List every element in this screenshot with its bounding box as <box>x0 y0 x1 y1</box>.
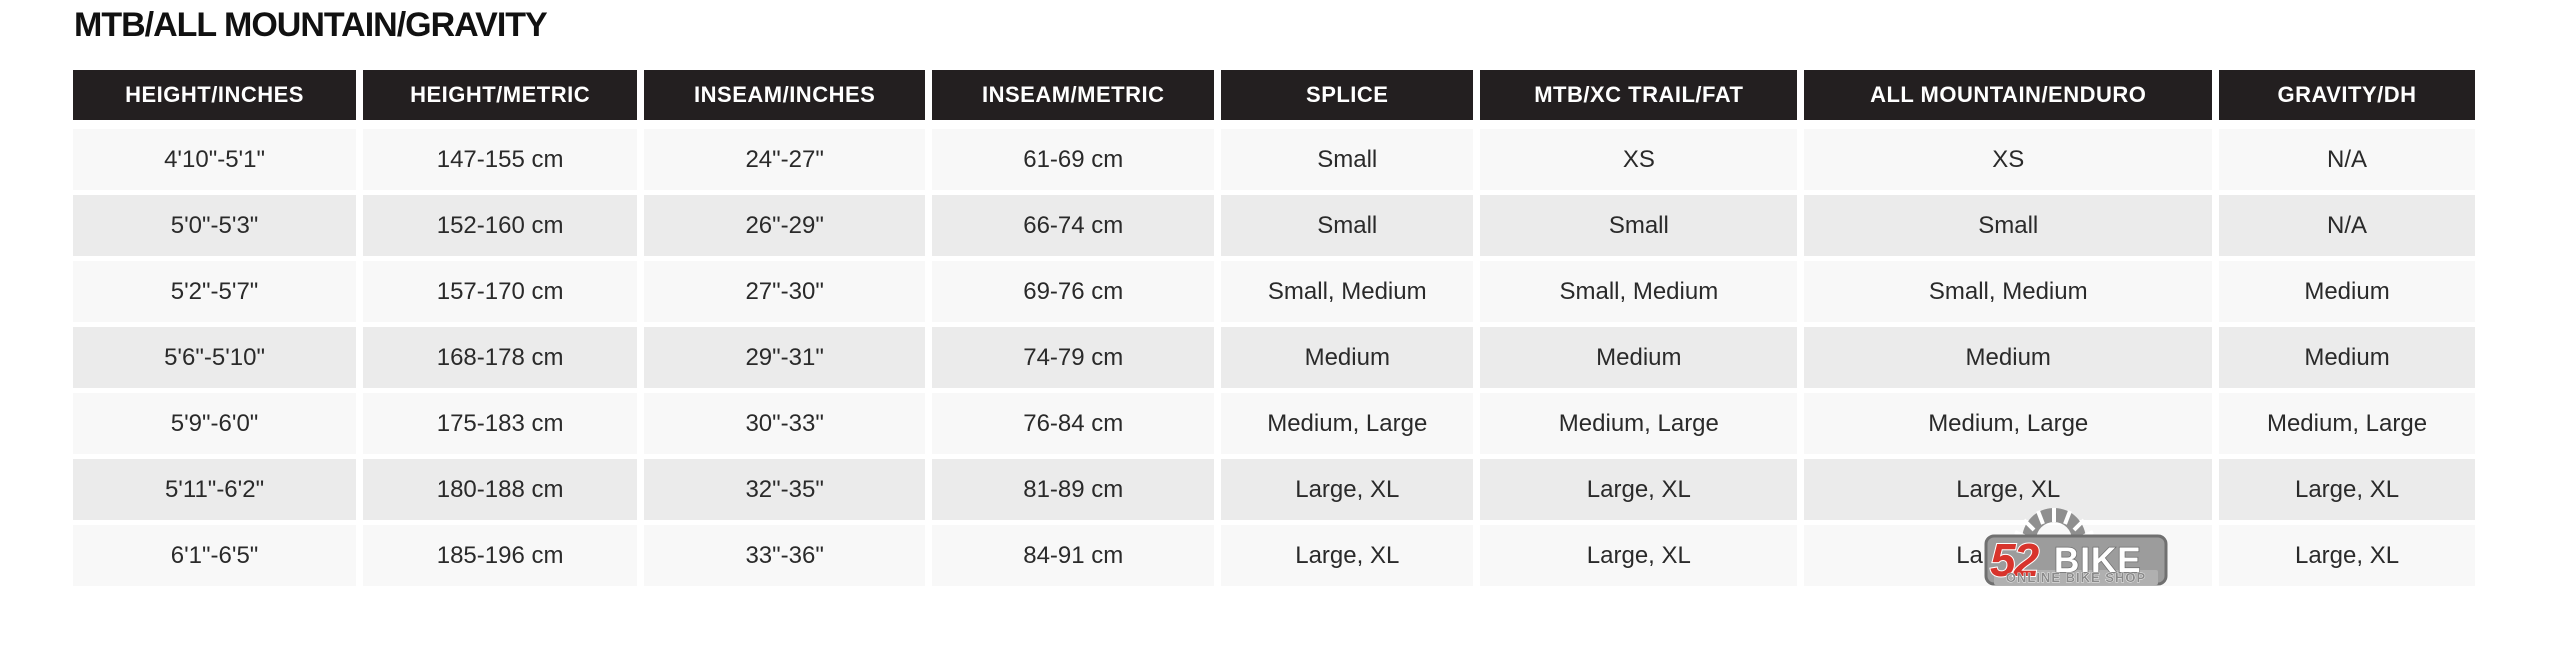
logo-tagline: ONLINE BIKE SHOP <box>2006 570 2146 585</box>
table-cell: Small <box>1221 195 1474 256</box>
table-cell: Medium, Large <box>2219 393 2475 454</box>
table-cell: Small <box>1221 129 1474 190</box>
table-cell: 5'6"-5'10" <box>73 327 357 388</box>
column-header: INSEAM/INCHES <box>644 70 926 120</box>
table-cell: XS <box>1804 129 2213 190</box>
table-cell: 84-91 cm <box>932 525 1215 586</box>
table-cell: 32"-35" <box>644 459 926 520</box>
table-cell: Small, Medium <box>1480 261 1798 322</box>
column-header: MTB/XC TRAIL/FAT <box>1480 70 1798 120</box>
table-cell: 69-76 cm <box>932 261 1215 322</box>
table-cell: Small <box>1804 195 2213 256</box>
table-cell: Small, Medium <box>1804 261 2213 322</box>
size-table-header-row: HEIGHT/INCHES HEIGHT/METRIC INSEAM/INCHES I… <box>73 70 2475 120</box>
table-cell: 61-69 cm <box>932 129 1215 190</box>
column-header: HEIGHT/INCHES <box>73 70 357 120</box>
size-table-body: 4'10"-5'1" 147-155 cm 24"-27" 61-69 cm Small… <box>73 129 2475 586</box>
table-cell: XS <box>1480 129 1798 190</box>
table-cell: Small <box>1480 195 1798 256</box>
table-cell: 175-183 cm <box>363 393 638 454</box>
table-cell: 4'10"-5'1" <box>73 129 357 190</box>
column-header: SPLICE <box>1221 70 1474 120</box>
table-cell: 33"-36" <box>644 525 926 586</box>
table-cell: Medium <box>1480 327 1798 388</box>
logo-name: BIKE <box>2054 541 2142 580</box>
table-cell: Medium <box>1221 327 1474 388</box>
column-header: ALL MOUNTAIN/ENDURO <box>1804 70 2213 120</box>
table-cell: 5'11"-6'2" <box>73 459 357 520</box>
table-cell: N/A <box>2219 195 2475 256</box>
table-cell: 6'1"-6'5" <box>73 525 357 586</box>
logo-number: 52 <box>1990 534 2040 586</box>
table-cell: 27"-30" <box>644 261 926 322</box>
table-cell: 5'0"-5'3" <box>73 195 357 256</box>
table-cell: 24"-27" <box>644 129 926 190</box>
table-cell: 81-89 cm <box>932 459 1215 520</box>
table-cell: 185-196 cm <box>363 525 638 586</box>
table-cell: 74-79 cm <box>932 327 1215 388</box>
table-cell: Medium, Large <box>1480 393 1798 454</box>
column-header: INSEAM/METRIC <box>932 70 1215 120</box>
table-cell: 30"-33" <box>644 393 926 454</box>
table-cell: 147-155 cm <box>363 129 638 190</box>
table-cell: Medium <box>2219 261 2475 322</box>
table-cell: Medium, Large <box>1221 393 1474 454</box>
page-title: MTB/ALL MOUNTAIN/GRAVITY <box>74 6 548 44</box>
table-cell: 5'2"-5'7" <box>73 261 357 322</box>
table-cell: Large, XL <box>1480 525 1798 586</box>
table-cell: 168-178 cm <box>363 327 638 388</box>
column-header: GRAVITY/DH <box>2219 70 2475 120</box>
table-cell: 5'9"-6'0" <box>73 393 357 454</box>
table-cell: 66-74 cm <box>932 195 1215 256</box>
table-cell: Large, XL <box>2219 525 2475 586</box>
table-cell: N/A <box>2219 129 2475 190</box>
table-cell: Medium, Large <box>1804 393 2213 454</box>
table-cell: 76-84 cm <box>932 393 1215 454</box>
column-header: HEIGHT/METRIC <box>363 70 638 120</box>
table-cell: 152-160 cm <box>363 195 638 256</box>
table-cell: Large, XL <box>2219 459 2475 520</box>
table-cell: Large, XL <box>1480 459 1798 520</box>
table-cell: Large, XL <box>1221 525 1474 586</box>
table-cell: Medium <box>2219 327 2475 388</box>
table-cell: 180-188 cm <box>363 459 638 520</box>
table-cell: Large, XL <box>1804 459 2213 520</box>
table-cell: Small, Medium <box>1221 261 1474 322</box>
table-cell: 157-170 cm <box>363 261 638 322</box>
table-cell: 29"-31" <box>644 327 926 388</box>
table-cell: 26"-29" <box>644 195 926 256</box>
table-cell: Medium <box>1804 327 2213 388</box>
table-cell: Large, XL <box>1221 459 1474 520</box>
shop-logo: 52 BIKE ONLINE BIKE SHOP <box>1984 508 2168 587</box>
size-chart: HEIGHT/INCHES HEIGHT/METRIC INSEAM/INCHES I… <box>73 70 2475 586</box>
